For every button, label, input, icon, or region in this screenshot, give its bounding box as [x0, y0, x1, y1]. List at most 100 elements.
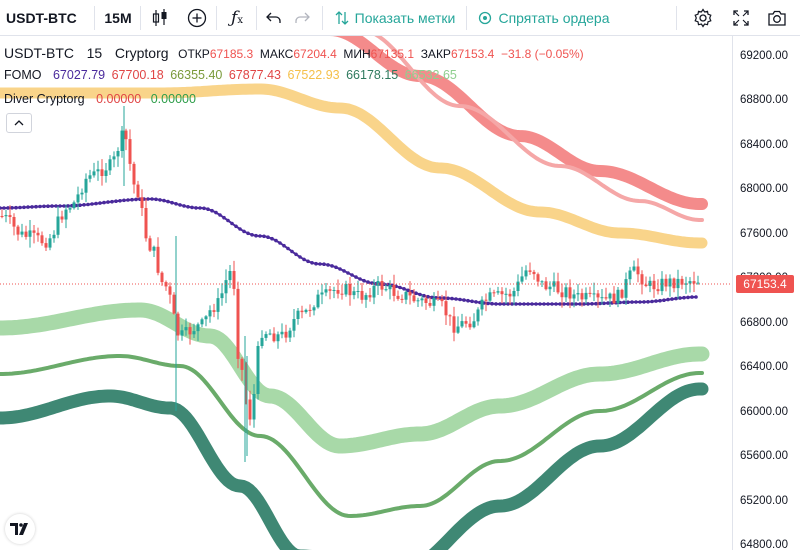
fullscreen-button[interactable] [726, 0, 756, 35]
candle-body [64, 209, 68, 220]
candle-body [548, 286, 552, 290]
purple-ma-point [522, 302, 526, 306]
candle-body [420, 298, 424, 301]
purple-ma-point [354, 275, 358, 279]
purple-ma-point [146, 197, 150, 201]
purple-ma-point [238, 227, 242, 231]
candle-body [356, 291, 360, 292]
purple-ma-point [606, 301, 610, 305]
purple-ma-point [294, 252, 298, 257]
purple-ma-point [130, 197, 134, 202]
fomo-value: 67877.43 [228, 68, 281, 82]
purple-ma-point [406, 288, 410, 293]
purple-ma-point [670, 297, 674, 301]
candle-body [500, 291, 504, 295]
purple-ma-point [318, 262, 322, 266]
candle-body [208, 310, 212, 317]
redo-button[interactable] [288, 0, 316, 35]
candle-body [608, 293, 612, 299]
purple-ma-point [586, 302, 590, 306]
light-green-band [0, 302, 710, 454]
candle-body [300, 310, 304, 313]
candle-body [228, 271, 232, 281]
tradingview-logo[interactable] [5, 514, 35, 544]
candle-body [36, 232, 40, 236]
purple-ma-point [202, 206, 206, 211]
candle-body [296, 310, 300, 319]
candle-body [496, 291, 500, 293]
bar-style-button[interactable] [145, 0, 175, 35]
candle-body [568, 287, 572, 299]
purple-ma-point [210, 208, 214, 213]
diver-name[interactable]: Diver Cryptorg [4, 92, 85, 106]
undo-button[interactable] [260, 0, 288, 35]
candle-body [400, 298, 404, 300]
candle-body [484, 299, 488, 301]
function-button[interactable]: ƒx [222, 0, 252, 35]
price-tick-label: 65200.00 [740, 495, 788, 507]
diver-value-a: 0.00000 [96, 92, 142, 106]
collapse-legend-button[interactable] [6, 113, 32, 133]
candle-body [560, 292, 564, 298]
green-band [0, 354, 704, 519]
candle-body [72, 202, 76, 209]
candle-body [480, 299, 484, 310]
purple-ma-point [310, 261, 314, 265]
price-chart[interactable] [0, 36, 732, 550]
show-marks-button[interactable]: Показать метки [330, 0, 460, 35]
low-label: МИН [343, 47, 371, 61]
show-marks-label: Показать метки [354, 9, 456, 26]
purple-ma-point [50, 204, 54, 208]
legend-symbol[interactable]: USDT-BTC [4, 45, 74, 61]
symbol-search-button[interactable]: USDT-BTC [6, 9, 77, 26]
hide-orders-button[interactable]: Спрятать ордера [474, 0, 614, 35]
purple-ma-point [254, 233, 258, 238]
candle-body [44, 243, 48, 248]
candle-body [620, 289, 624, 298]
candle-body [576, 293, 580, 295]
purple-ma-point [458, 297, 462, 302]
candle-body [304, 309, 308, 313]
purple-ma-path [0, 198, 697, 305]
snapshot-button[interactable] [762, 0, 792, 35]
candle-body [596, 293, 600, 298]
purple-ma-point [298, 255, 302, 259]
candle-body [668, 278, 672, 287]
purple-ma-point [206, 207, 210, 211]
indicators-button[interactable] [182, 0, 212, 35]
chart-area[interactable]: USDT-BTC 15 Cryptorg ОТКР67185.3 МАКС672… [0, 36, 800, 551]
purple-ma-point [506, 302, 510, 306]
purple-ma-point [314, 261, 318, 266]
candle-body [564, 287, 568, 298]
purple-ma-point [118, 199, 122, 203]
purple-ma-point [338, 267, 342, 271]
candle-body [652, 280, 656, 290]
purple-ma-point [558, 302, 562, 306]
interval-button[interactable]: 15M [104, 9, 132, 26]
purple-ma-point [590, 302, 594, 306]
top-toolbar: USDT-BTC 15M ƒx [0, 0, 800, 36]
fomo-value: 66178.15 [346, 68, 399, 82]
purple-ma-point [466, 298, 470, 303]
plus-circle-icon [187, 8, 207, 27]
price-axis[interactable]: 69200.00 68800.00 68400.00 68000.00 6760… [732, 36, 800, 551]
purple-ma-point [94, 201, 98, 206]
candle-body [256, 346, 260, 394]
purple-ma-point [398, 285, 402, 290]
purple-ma-point [218, 213, 222, 217]
settings-button[interactable] [688, 0, 718, 35]
toolbar-divider [676, 6, 677, 30]
change-value: −31.8 (−0.05%) [500, 47, 584, 61]
candle-body [288, 330, 292, 338]
purple-ma-point [38, 204, 42, 209]
purple-ma-point [190, 205, 194, 210]
candle-body [364, 295, 368, 300]
purple-ma-point [686, 295, 690, 300]
hide-orders-label: Спрятать ордера [498, 9, 610, 26]
candle-body [632, 266, 636, 271]
price-tick-label: 66800.00 [740, 317, 788, 329]
purple-ma-point [526, 302, 530, 306]
candle-body [648, 280, 652, 286]
fomo-name[interactable]: FOMO [4, 68, 42, 82]
purple-ma-point [222, 215, 226, 220]
